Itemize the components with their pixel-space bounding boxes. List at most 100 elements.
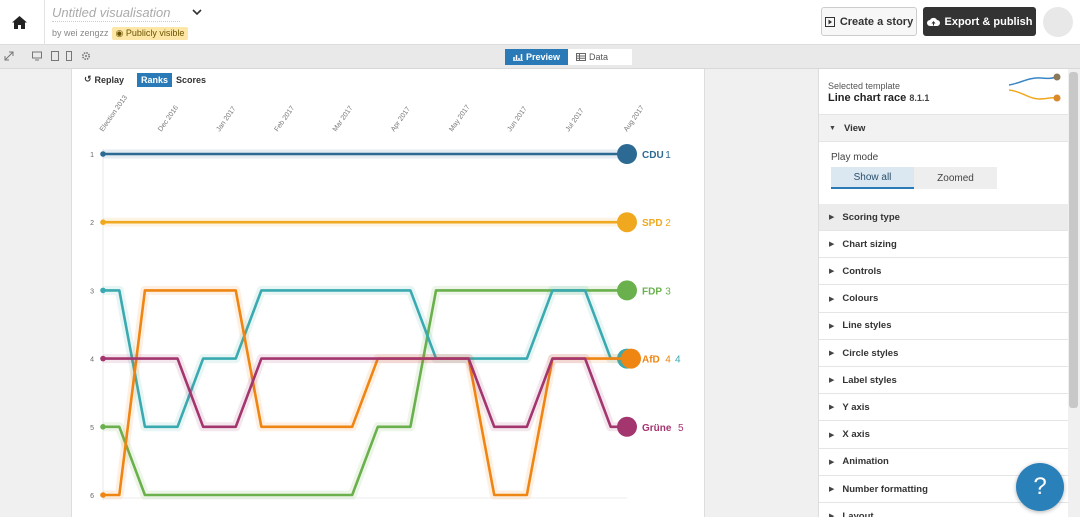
chevron-down-icon[interactable]	[191, 6, 203, 18]
table-icon	[576, 53, 587, 61]
caret-right-icon: ▶	[829, 486, 835, 493]
chart-panel: ↺ Replay Ranks Scores 1 2 3 4 5 6 Election 201…	[71, 69, 705, 517]
section-label: Chart sizing	[842, 238, 897, 250]
section-layout[interactable]: ▶ Layout	[819, 503, 1068, 517]
end-value-cdu: 1	[665, 150, 671, 161]
end-value-series-3: 4	[675, 355, 681, 366]
x-tick-label: Jan 2017	[215, 105, 237, 133]
section-label: Label styles	[842, 374, 897, 386]
caret-right-icon: ▶	[829, 350, 835, 357]
x-tick-label: Jul 2017	[565, 107, 586, 133]
visualisation-title[interactable]: Untitled visualisation	[52, 5, 180, 22]
series-end-circle-spd	[617, 212, 637, 233]
selected-template-label: Selected template	[828, 81, 901, 91]
section-y-axis[interactable]: ▶ Y axis	[819, 394, 1068, 422]
section-colours[interactable]: ▶ Colours	[819, 286, 1068, 313]
byline: by wei zengzz ◉ Publicly visible	[52, 27, 189, 40]
replay-icon: ↺	[84, 74, 92, 84]
template-name: Line chart race	[828, 92, 907, 104]
section-number-formatting[interactable]: ▶ Number formatting	[819, 476, 1068, 503]
chart-icon	[513, 54, 523, 61]
desktop-icon[interactable]	[32, 51, 42, 61]
section-chart-sizing[interactable]: ▶ Chart sizing	[819, 231, 1068, 259]
series-end-circle-cdu	[617, 144, 637, 164]
caret-right-icon: ▶	[829, 322, 835, 330]
template-thumbnail-icon	[1008, 73, 1061, 102]
x-tick-label: Feb 2017	[274, 105, 297, 133]
section-label: X axis	[842, 429, 870, 441]
x-tick-label: Election 2013	[99, 94, 129, 133]
view-tabs: Preview Data	[505, 49, 633, 65]
series-start-point-afd	[100, 492, 106, 498]
selected-template[interactable]: Selected template Line chart race 8.1.1	[819, 69, 1068, 115]
end-value-gr-ne: 5	[678, 423, 684, 434]
section-label-styles[interactable]: ▶ Label styles	[819, 367, 1068, 395]
show-all-button[interactable]: Show all	[831, 167, 914, 189]
x-tick-label: Aug 2017	[623, 104, 646, 133]
caret-right-icon: ▶	[829, 295, 835, 303]
export-publish-label: Export & publish	[944, 15, 1033, 28]
sidebar-scrollbar[interactable]	[1068, 69, 1080, 517]
tab-data[interactable]: Data	[568, 49, 633, 65]
settings-sidebar: Selected template Line chart race 8.1.1 …	[818, 69, 1068, 517]
visibility-badge[interactable]: ◉ Publicly visible	[111, 27, 189, 40]
gear-icon[interactable]	[81, 51, 91, 61]
end-value-spd: 2	[665, 218, 671, 229]
caret-right-icon: ▶	[829, 458, 835, 466]
section-view[interactable]: ▼ View	[819, 115, 1068, 142]
section-animation[interactable]: ▶ Animation	[819, 449, 1068, 476]
eye-icon: ◉	[115, 28, 124, 38]
section-controls[interactable]: ▶ Controls	[819, 258, 1068, 286]
replay-button[interactable]: ↺ Replay	[84, 74, 124, 85]
zoomed-button[interactable]: Zoomed	[914, 167, 997, 189]
series-start-point-gr-ne	[100, 355, 106, 362]
caret-right-icon: ▶	[829, 513, 835, 517]
ranks-button[interactable]: Ranks	[137, 73, 173, 87]
y-tick-label: 3	[90, 288, 94, 295]
series-line-fdp	[103, 289, 627, 497]
create-story-label: Create a story	[839, 15, 914, 28]
mobile-icon[interactable]	[66, 51, 72, 61]
section-circle-styles[interactable]: ▶ Circle styles	[819, 340, 1068, 367]
section-label: Layout	[842, 510, 874, 517]
end-value-afd: 4	[665, 355, 671, 366]
section-label: Controls	[842, 265, 882, 277]
section-scoring-type[interactable]: ▶ Scoring type	[819, 204, 1068, 231]
series-line-gr-ne	[103, 357, 627, 429]
y-tick-label: 2	[90, 220, 94, 227]
scores-button[interactable]: Scores	[176, 75, 207, 85]
view-section-body: Play mode Show all Zoomed	[819, 142, 1068, 204]
visibility-label: Publicly visible	[125, 28, 185, 38]
tab-preview[interactable]: Preview	[505, 49, 569, 65]
caret-down-icon: ▼	[829, 124, 836, 132]
template-version: 8.1.1	[909, 93, 930, 103]
section-x-axis[interactable]: ▶ X axis	[819, 422, 1068, 449]
y-tick-label: 5	[90, 425, 94, 432]
preview-toolbar: Preview Data	[0, 45, 1080, 69]
series-start-point-series-3	[100, 287, 106, 294]
caret-right-icon: ▶	[829, 268, 835, 276]
home-button[interactable]	[0, 0, 38, 45]
section-line-styles[interactable]: ▶ Line styles	[819, 313, 1068, 340]
expand-icon[interactable]	[4, 51, 14, 61]
caret-right-icon: ▶	[829, 241, 835, 249]
end-label-fdp: FDP	[642, 286, 662, 297]
end-label-cdu: CDU	[642, 150, 664, 161]
section-label: Line styles	[842, 320, 892, 332]
series-end-circle-fdp	[617, 280, 637, 301]
create-story-button[interactable]: Create a story	[821, 7, 917, 36]
user-avatar[interactable]	[1043, 7, 1073, 37]
export-publish-button[interactable]: Export & publish	[923, 7, 1036, 36]
help-icon: ?	[1033, 473, 1047, 500]
home-icon	[11, 16, 27, 29]
tablet-icon[interactable]	[51, 51, 59, 61]
tab-data-label: Data	[589, 52, 609, 62]
x-tick-label: Mar 2017	[332, 105, 355, 133]
caret-right-icon: ▶	[829, 404, 835, 412]
line-chart-race: 1 2 3 4 5 6 Election 2013 Dec 2016 Jan 2017 Feb 2…	[90, 94, 684, 500]
section-label: Colours	[842, 293, 879, 305]
series-start-point-spd	[100, 219, 106, 225]
scrollbar-thumb[interactable]	[1069, 72, 1078, 408]
help-button[interactable]: ?	[1016, 463, 1064, 511]
end-label-gr-ne: Grüne	[642, 423, 672, 434]
